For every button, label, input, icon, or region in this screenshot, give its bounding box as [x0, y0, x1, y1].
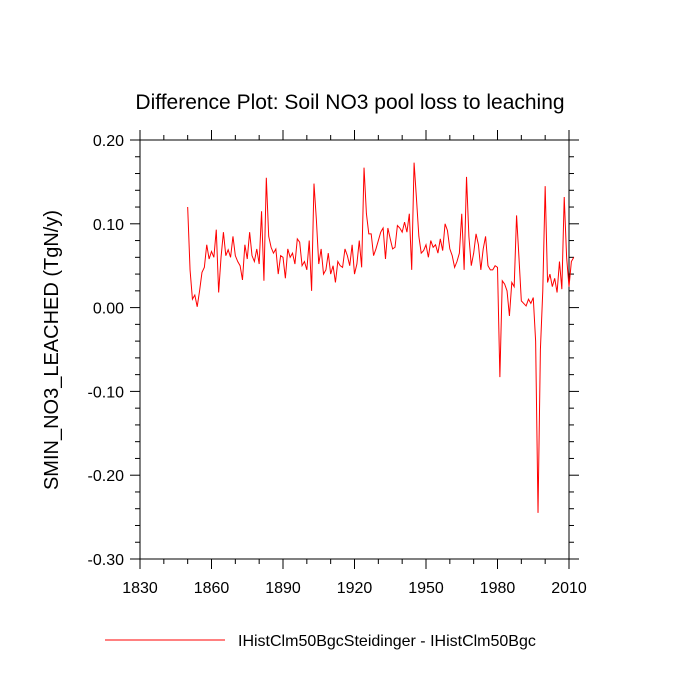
chart-title: Difference Plot: Soil NO3 pool loss to l… [135, 91, 564, 114]
x-tick-labels: 1830 1860 1890 1920 1950 1980 2010 [122, 580, 587, 597]
x-tick-label: 1920 [337, 580, 373, 597]
x-tick-label: 2010 [551, 580, 587, 597]
y-tick-label: 0.00 [93, 301, 124, 318]
y-tick-label: -0.20 [88, 468, 125, 485]
y-tick-labels: 0.20 0.10 0.00 -0.10 -0.20 -0.30 [88, 133, 125, 569]
y-tick-label: -0.30 [88, 552, 125, 569]
legend-label: IHistClm50BgcSteidinger - IHistClm50Bgc [238, 633, 536, 650]
x-tick-label: 1980 [480, 580, 516, 597]
series-group [187, 162, 575, 513]
y-tick-label: 0.20 [93, 133, 124, 150]
series-line [187, 162, 575, 513]
x-tick-label: 1950 [408, 580, 444, 597]
x-tick-label: 1860 [194, 580, 230, 597]
x-tick-label: 1890 [265, 580, 301, 597]
y-tick-label: -0.10 [88, 384, 125, 401]
x-tick-label: 1830 [122, 580, 158, 597]
y-axis-label: SMIN_NO3_LEACHED (TgN/y) [41, 210, 63, 490]
plot-frame [139, 139, 570, 560]
y-tick-label: 0.10 [93, 217, 124, 234]
axis-ticks [130, 130, 579, 569]
